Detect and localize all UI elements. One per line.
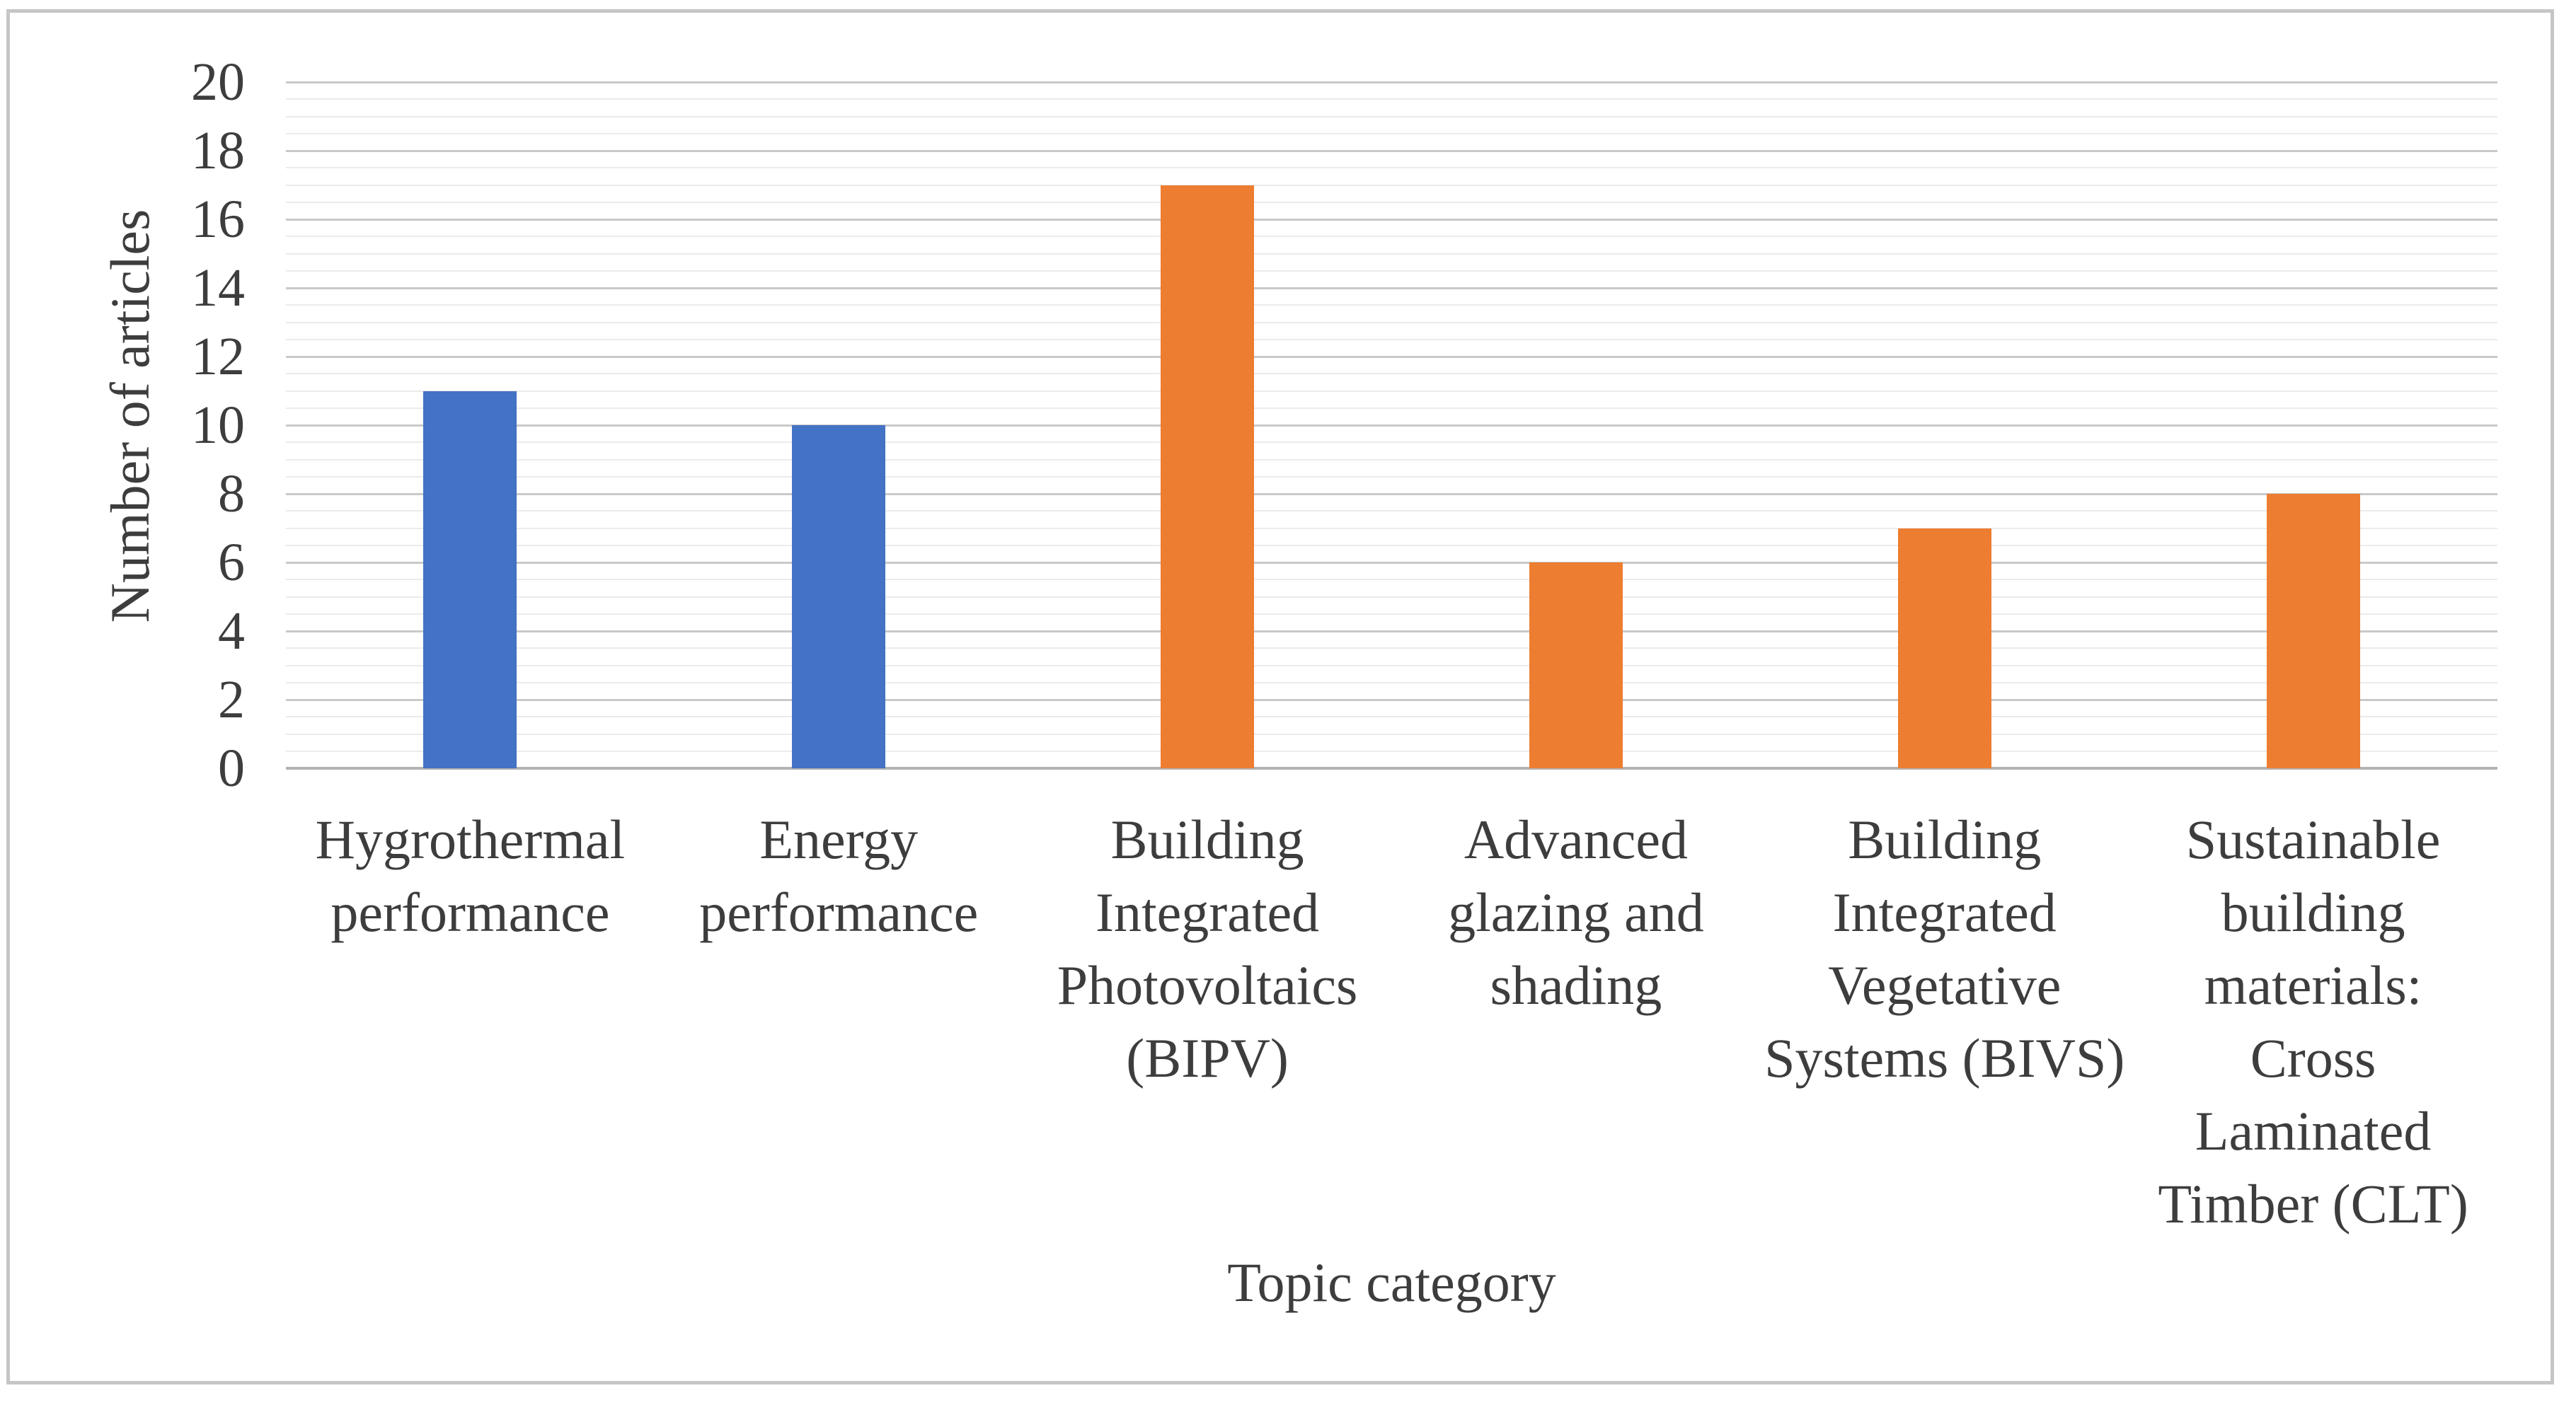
minor-gridline: [286, 407, 2497, 409]
minor-gridline: [286, 613, 2497, 615]
x-axis-line: [286, 767, 2497, 770]
x-category-label-line: Advanced: [1464, 809, 1689, 870]
y-tick-label: 20: [191, 52, 245, 112]
y-tick-label: 8: [218, 464, 245, 524]
major-gridline: [286, 424, 2497, 427]
y-tick-label: 6: [218, 533, 245, 592]
minor-gridline: [286, 681, 2497, 683]
major-gridline: [286, 149, 2497, 152]
x-category-label-line: Building: [1848, 809, 2042, 870]
x-category-label-line: Integrated: [1832, 881, 2057, 943]
y-tick-label: 14: [191, 258, 245, 318]
minor-gridline: [286, 750, 2497, 752]
x-category-label-line: Integrated: [1095, 881, 1320, 943]
minor-gridline: [286, 132, 2497, 134]
bar: [423, 391, 517, 768]
minor-gridline: [286, 304, 2497, 306]
y-tick-label: 10: [191, 395, 245, 455]
bar: [1161, 185, 1255, 768]
minor-gridline: [286, 373, 2497, 375]
minor-gridline: [286, 270, 2497, 272]
minor-gridline: [286, 390, 2497, 392]
bar: [792, 425, 886, 768]
y-tick-label: 18: [191, 121, 245, 180]
major-gridline: [286, 81, 2497, 83]
minor-gridline: [286, 458, 2497, 461]
x-axis-title: Topic category: [1227, 1251, 1556, 1313]
minor-gridline: [286, 544, 2497, 546]
major-gridline: [286, 630, 2497, 632]
x-category-label: Building Integrated Vegetative Systems (BIV…: [1760, 803, 2129, 1094]
minor-gridline: [286, 115, 2497, 117]
minor-gridline: [286, 510, 2497, 512]
y-tick-label: 16: [191, 190, 245, 249]
x-category-label-line: Sustainable: [2185, 809, 2441, 870]
x-category-label: Sustainable building materials: Cross Lamina…: [2129, 803, 2497, 1240]
figure-frame: Number of articles 0 2 4 6 8 10 12 14 16 18 20 Hyg…: [6, 9, 2554, 1384]
x-category-label: Hygrothermal performance: [286, 803, 655, 949]
minor-gridline: [286, 733, 2497, 735]
x-category-label: Building Integrated Photovoltaics (BIPV): [1023, 803, 1392, 1094]
y-tick-label: 0: [218, 739, 245, 798]
bar: [1529, 562, 1623, 768]
minor-gridline: [286, 647, 2497, 649]
bar: [2266, 494, 2360, 768]
x-category-label: Advanced glazing and shading: [1392, 803, 1761, 1022]
minor-gridline: [286, 201, 2497, 203]
x-category-label-line: Energy: [759, 809, 919, 870]
x-category-label-line: Hygrothermal: [315, 809, 626, 870]
minor-gridline: [286, 475, 2497, 478]
y-tick-label: 12: [191, 327, 245, 386]
major-gridline: [286, 355, 2497, 358]
minor-gridline: [286, 338, 2497, 340]
minor-gridline: [286, 321, 2497, 323]
major-gridline: [286, 287, 2497, 289]
x-category-label-line: (BIPV): [1126, 1027, 1289, 1089]
x-category-label-line: shading: [1490, 954, 1662, 1016]
x-category-label-line: performance: [699, 881, 979, 943]
major-gridline: [286, 218, 2497, 221]
x-category-label-line: Vegetative: [1828, 954, 2062, 1016]
minor-gridline: [286, 441, 2497, 444]
x-category-label-line: building: [2221, 881, 2405, 943]
major-gridline: [286, 698, 2497, 701]
x-category-label: Energy performance: [655, 803, 1023, 949]
minor-gridline: [286, 716, 2497, 718]
x-category-label-line: performance: [330, 881, 610, 943]
minor-gridline: [286, 596, 2497, 598]
y-tick-label: 2: [218, 670, 245, 729]
minor-gridline: [286, 98, 2497, 100]
x-category-label-line: Building: [1110, 809, 1304, 870]
minor-gridline: [286, 236, 2497, 238]
x-axis-category-labels: Hygrothermal performance Energy performance…: [286, 803, 2497, 1270]
plot-area: [286, 81, 2497, 770]
minor-gridline: [286, 527, 2497, 529]
bar: [1897, 528, 1991, 768]
x-category-label-line: Laminated: [2195, 1100, 2432, 1162]
x-category-label-line: Timber (CLT): [2158, 1173, 2468, 1235]
x-category-label-line: materials:: [2204, 954, 2422, 1016]
y-axis-tick-labels: 0 2 4 6 8 10 12 14 16 18 20: [10, 55, 245, 795]
major-gridline: [286, 561, 2497, 564]
minor-gridline: [286, 167, 2497, 169]
x-category-label-line: Cross: [2250, 1027, 2376, 1089]
minor-gridline: [286, 664, 2497, 666]
x-category-label-line: Photovoltaics: [1057, 954, 1358, 1016]
x-category-label-line: Systems (BIVS): [1764, 1027, 2125, 1089]
minor-gridline: [286, 253, 2497, 255]
y-tick-label: 4: [218, 601, 245, 661]
minor-gridline: [286, 184, 2497, 186]
minor-gridline: [286, 579, 2497, 581]
major-gridline: [286, 492, 2497, 495]
x-category-label-line: glazing and: [1448, 881, 1704, 943]
